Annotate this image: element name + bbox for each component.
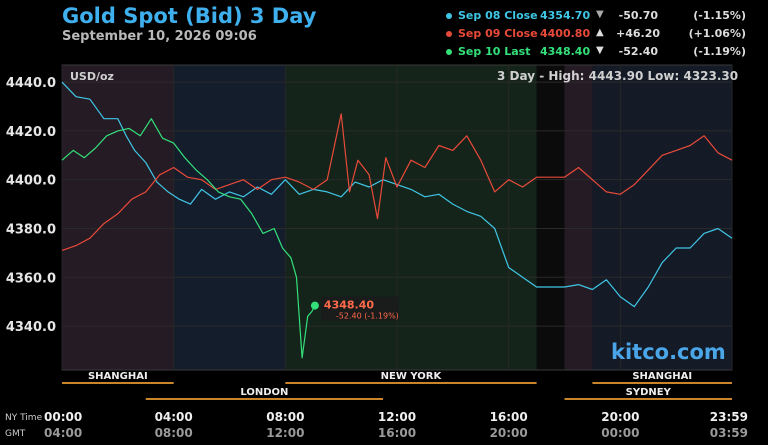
x-tick-label-gmt: 08:00 (155, 426, 193, 440)
time-band (173, 65, 286, 370)
high-label: 3 Day - High: (497, 69, 585, 83)
x-tick-label-ny: 16:00 (490, 410, 528, 424)
high-value: 4443.90 (588, 69, 644, 83)
high-low-summary: 3 Day - High: 4443.90 Low: 4323.30 (497, 69, 738, 83)
session-label: SHANGHAI (632, 371, 692, 382)
time-band (536, 65, 565, 370)
session-label: SHANGHAI (88, 371, 148, 382)
legend-percent: (-1.19%) (693, 45, 746, 58)
low-value: 4323.30 (683, 69, 739, 83)
y-tick-label: 4440.0 (6, 76, 56, 91)
legend-percent: (+1.06%) (688, 27, 746, 40)
legend-dot (446, 49, 452, 55)
down-arrow-icon: ▼ (596, 9, 604, 20)
x-tick-label-ny: 08:00 (266, 410, 304, 424)
last-price-value: 4348.40 (324, 299, 374, 312)
time-band (564, 65, 593, 370)
legend-change: +46.20 (616, 27, 661, 40)
x-tick-label-gmt: 00:00 (601, 426, 639, 440)
legend-percent: (-1.15%) (693, 9, 746, 22)
session-bars: SHANGHAI NEW YORK SHANGHAI LONDON SYDNEY (62, 371, 732, 400)
legend-value: 4348.40 (540, 45, 591, 58)
low-label: Low: (647, 69, 680, 83)
series (61, 81, 733, 359)
up-arrow-icon: ▲ (596, 27, 604, 38)
session-bar (62, 382, 174, 384)
series-line (61, 118, 316, 359)
time-band (62, 65, 174, 370)
session-bar (592, 382, 732, 384)
down-arrow-icon: ▼ (596, 45, 604, 56)
x-tick-label-gmt: 20:00 (490, 426, 528, 440)
x-tick-label-ny: 20:00 (601, 410, 639, 424)
unit-label: USD/oz (70, 70, 114, 83)
x-axis: NY Time GMT 00:00 04:00 04:00 08:00 08:00 12:00… (5, 410, 748, 440)
last-price-marker: 4348.40-52.40 (-1.19%) (310, 296, 399, 321)
gmt-label: GMT (5, 429, 26, 439)
y-tick-label: 4360.0 (6, 271, 56, 286)
session-bar (285, 382, 537, 384)
x-tick-label-gmt: 03:59 (710, 426, 748, 440)
x-tick-label-ny: 23:59 (710, 410, 748, 424)
x-tick-label-gmt: 16:00 (378, 426, 416, 440)
session-label: NEW YORK (381, 371, 443, 382)
x-tick-label-ny: 04:00 (155, 410, 193, 424)
session-label: LONDON (240, 387, 288, 398)
legend-change: -52.40 (618, 45, 658, 58)
legend-name: Sep 08 Close (458, 9, 538, 22)
legend-dot (446, 31, 452, 37)
y-tick-label: 4400.0 (6, 174, 56, 189)
session-label: SYDNEY (626, 387, 672, 398)
legend-value: 4354.70 (540, 9, 591, 22)
x-tick-label-ny: 00:00 (44, 410, 82, 424)
y-tick-label: 4380.0 (6, 222, 56, 237)
time-band (285, 65, 537, 370)
x-tick-label-ny: 12:00 (378, 410, 416, 424)
chart-subtitle: September 10, 2026 09:06 (62, 29, 257, 44)
legend-value: 4400.80 (540, 27, 591, 40)
legend-name: Sep 10 Last (458, 45, 531, 58)
y-tick-label: 4420.0 (6, 125, 56, 140)
x-tick-label-gmt: 12:00 (266, 426, 304, 440)
last-price-box (320, 296, 399, 321)
last-price-change: -52.40 (-1.19%) (336, 312, 399, 321)
y-axis: 4340.0 4360.0 4380.0 4400.0 4420.0 4440.0 (6, 76, 56, 335)
x-tick-label-gmt: 04:00 (44, 426, 82, 440)
grid (61, 65, 733, 370)
session-bar (564, 398, 732, 400)
watermark: kitco.com (611, 340, 726, 364)
legend-name: Sep 09 Close (458, 27, 538, 40)
ny-time-label: NY Time (5, 413, 43, 423)
series-line (61, 113, 733, 251)
chart-title: Gold Spot (Bid) 3 Day (62, 4, 317, 28)
session-bar (145, 398, 384, 400)
last-price-dot (310, 301, 319, 310)
legend-change: -50.70 (618, 9, 658, 22)
y-tick-label: 4340.0 (6, 320, 56, 335)
legend-dot (446, 13, 452, 19)
time-band (592, 65, 732, 370)
